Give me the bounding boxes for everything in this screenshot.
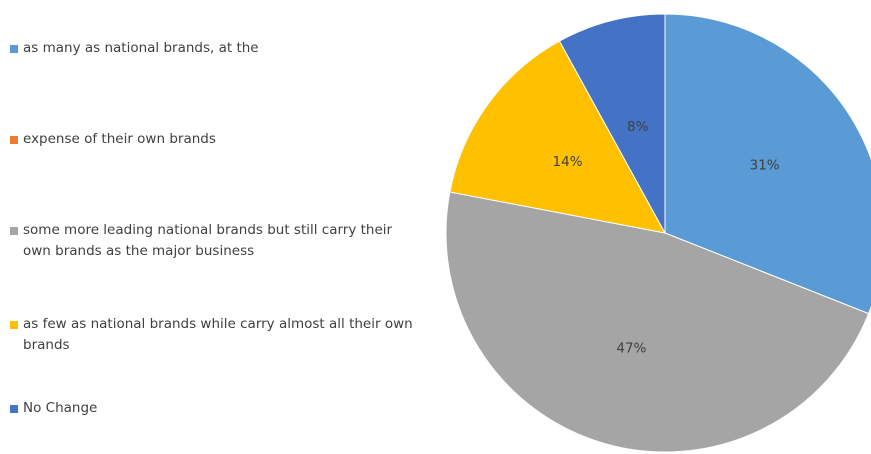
legend-item-expense: expense of their own brands: [10, 129, 216, 150]
data-label: 31%: [750, 157, 780, 173]
pie-slice: [445, 191, 870, 453]
pie-slice: [664, 13, 871, 315]
legend-item-some-more: some more leading national brands but st…: [10, 220, 413, 262]
legend-swatch-yellow: [10, 321, 18, 329]
data-label: 47%: [616, 341, 646, 357]
chart-legend: as many as national brands, at the expen…: [10, 0, 450, 454]
legend-label: No Change: [23, 400, 98, 416]
legend-item-as-many: as many as national brands, at the: [10, 38, 259, 59]
legend-item-no-change: No Change: [10, 398, 97, 419]
legend-swatch-gray: [10, 227, 18, 235]
legend-label: as few as national brands while carry al…: [23, 316, 413, 353]
legend-item-as-few: as few as national brands while carry al…: [10, 314, 423, 356]
pie-slice: [558, 13, 666, 234]
pie-slice: [449, 40, 666, 234]
legend-swatch-dark-blue: [10, 405, 18, 413]
data-label: 8%: [627, 119, 649, 135]
legend-label: as many as national brands, at the: [23, 40, 259, 56]
legend-swatch-blue: [10, 45, 18, 53]
data-label: 14%: [553, 154, 583, 170]
legend-label: some more leading national brands but st…: [23, 222, 393, 259]
legend-label: expense of their own brands: [23, 131, 216, 147]
legend-swatch-orange: [10, 136, 18, 144]
pie-chart: 31% 47% 14% 8%: [445, 13, 871, 453]
